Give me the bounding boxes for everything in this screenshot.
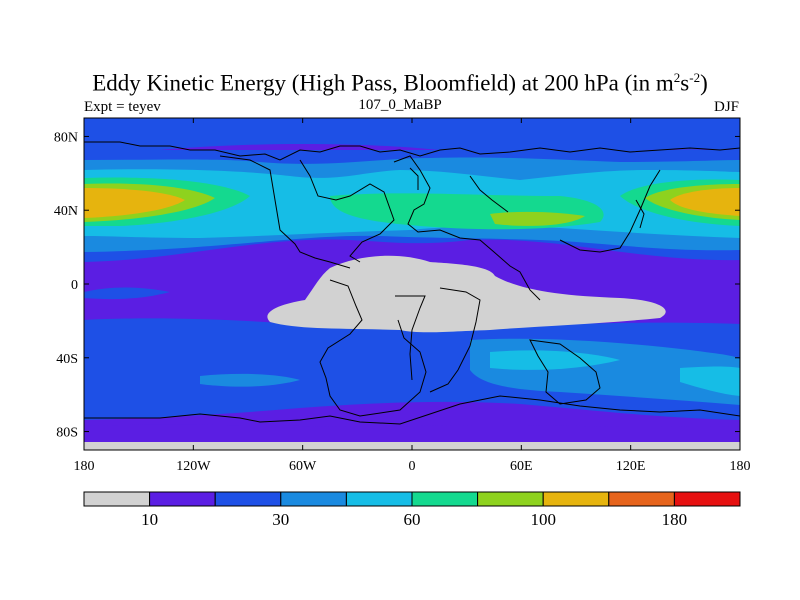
coastlines [84, 141, 740, 425]
antarctica-coast [84, 395, 740, 425]
colorbar-box [477, 491, 544, 507]
title-close: ) [700, 70, 708, 96]
y-tick-label: 0 [71, 278, 78, 293]
caspian-region [469, 175, 509, 213]
colorbar-label: 10 [141, 510, 158, 529]
y-axis: 80N 40N 0 40S 80S [54, 130, 740, 441]
colorbar-boxes [83, 491, 741, 507]
colorbar-box [83, 491, 151, 507]
colorbar-label: 100 [530, 510, 556, 529]
x-tick-label: 180 [74, 459, 95, 474]
africa-west [395, 295, 426, 381]
x-tick-label: 0 [409, 459, 416, 474]
south-storm-track-inner-b [680, 366, 740, 396]
colorbar-box [280, 491, 347, 507]
x-tick-label: 180 [730, 459, 751, 474]
pacific-jet-core-west [84, 188, 185, 218]
australia [529, 339, 601, 405]
title-unit-s: s [680, 70, 690, 96]
contour-field [84, 118, 740, 450]
africa-east [429, 287, 481, 393]
equatorial-blue-patch [84, 287, 170, 300]
south-america [319, 279, 427, 417]
eurasia-coast [393, 155, 541, 301]
colorbar-box [608, 491, 675, 507]
x-tick-label: 120W [176, 459, 211, 474]
colorbar-label: 180 [662, 510, 688, 529]
title-exponent-2: -2 [689, 70, 701, 85]
south-pacific-patch [200, 373, 300, 387]
north-america-west-coast [219, 155, 351, 269]
colorbar-label: 30 [272, 510, 289, 529]
x-tick-label: 60E [510, 459, 533, 474]
colorbar-box [411, 491, 479, 507]
scandinavia [409, 167, 419, 190]
y-tick-label: 80S [56, 426, 78, 441]
colorbar-box [542, 491, 610, 507]
pacific-jet-core-east [670, 188, 740, 216]
colorbar-label: 60 [404, 510, 421, 529]
title-exponent-1: 2 [673, 70, 681, 85]
east-asia-coast [559, 169, 661, 253]
plot-title: Eddy Kinetic Energy (High Pass, Bloomfie… [0, 70, 800, 97]
x-tick-label: 60W [289, 459, 317, 474]
atlantic-jet-lime [490, 211, 585, 226]
japan [635, 199, 645, 229]
x-tick-label: 120E [616, 459, 646, 474]
tropical-low-energy-region [267, 255, 666, 333]
north-polar-band [84, 118, 740, 153]
y-tick-label: 40N [54, 204, 78, 219]
y-tick-label: 40S [56, 352, 78, 367]
colorbar-box [214, 491, 282, 507]
right-subtitle: DJF [713, 99, 739, 115]
colorbar-box [149, 491, 216, 507]
colorbar-labels: 10 30 60 100 180 [141, 510, 687, 529]
title-text: Eddy Kinetic Energy (High Pass, Bloomfie… [92, 70, 674, 96]
x-axis: 180 120W 60W 0 60E 120E 180 [74, 118, 751, 474]
left-subtitle: Expt = teyev [84, 99, 161, 115]
colorbar-box [345, 491, 413, 507]
y-tick-label: 80N [54, 130, 78, 145]
arctic-coast [84, 141, 740, 161]
north-america-east-coast [299, 159, 395, 263]
colorbar-box [673, 491, 741, 507]
center-subtitle: 107_0_MaBP [358, 97, 442, 113]
